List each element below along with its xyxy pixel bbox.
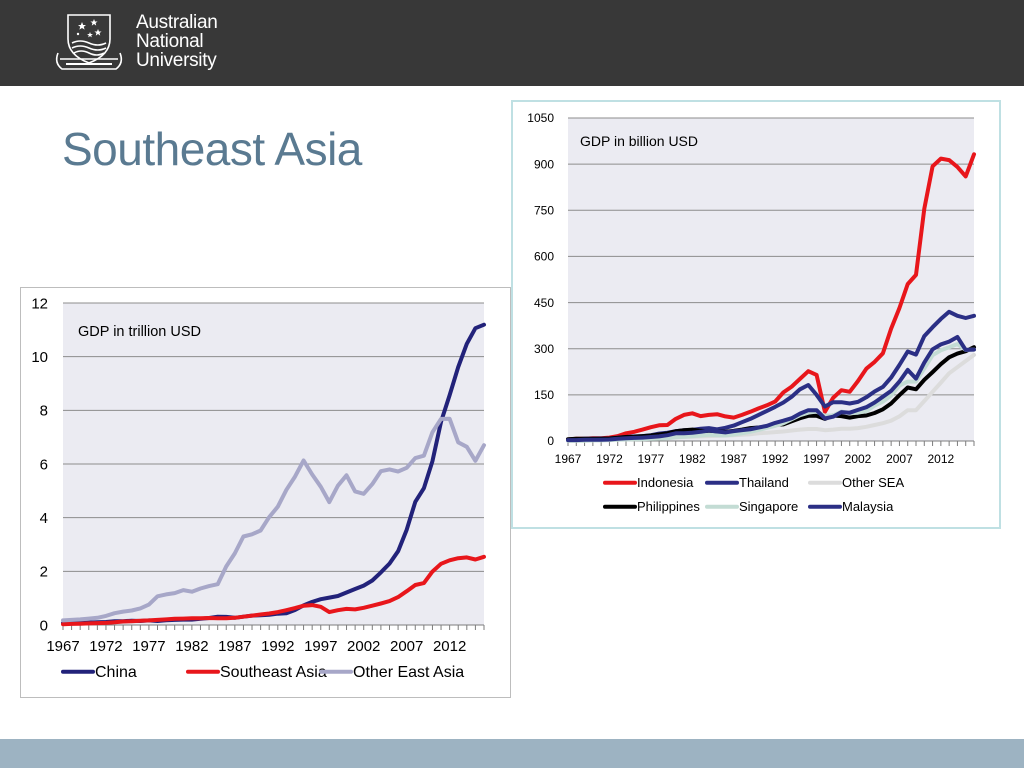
sea-gdp-chart-frame: 0 150 300 450 600 750 900 1050 1967 1972 1977 1982 1… [511,100,1001,529]
x-tick-label: 1997 [304,638,337,655]
y-tick-label: 12 [31,295,48,312]
y-tick-label: 4 [40,510,48,527]
y-tick-label: 450 [534,296,554,310]
y-tick-label: 6 [40,456,48,473]
x-tick-label: 1992 [762,452,789,466]
chart-title: GDP in trillion USD [78,324,201,340]
slide-title: Southeast Asia [62,123,362,175]
x-tick-label: 2002 [845,452,872,466]
sea-gdp-chart: 0 150 300 450 600 750 900 1050 1967 1972 1977 1982 1… [527,111,976,514]
china-gdp-chart: 0 2 4 6 8 10 12 1967 1972 1977 1982 1987 1992 1997 200… [31,295,486,681]
x-tick-label: 2007 [886,452,913,466]
series-line-other-east-asia [61,416,486,623]
org-name-line-2: National [136,31,204,52]
x-tick-label: 1997 [803,452,830,466]
x-tick-label: 1972 [89,638,122,655]
legend-label-other-sea: Other SEA [842,475,904,490]
x-tick-label: 1972 [596,452,623,466]
x-tick-label: 1967 [46,638,79,655]
bottom-bar [0,739,1024,768]
org-name-line-1: Australian [136,12,218,33]
y-tick-label: 10 [31,349,48,366]
y-tick-label: 900 [534,157,554,171]
x-tick-label: 2007 [390,638,423,655]
x-tick-label: 1987 [218,638,251,655]
legend-label-china: China [95,664,137,681]
y-tick-label: 2 [40,564,48,581]
series-line-southeast-asia [61,554,486,627]
x-tick-label: 1982 [175,638,208,655]
org-name: Australian National University [136,13,218,70]
anu-logo[interactable]: Australian National University [52,9,232,75]
y-tick-label: 0 [547,434,554,448]
series-line-indonesia [566,152,976,442]
x-tick-label: 1967 [555,452,582,466]
y-tick-label: 8 [40,403,48,420]
y-tick-label: 750 [534,203,554,217]
x-tick-label: 2012 [433,638,466,655]
legend-label-malaysia: Malaysia [842,499,894,514]
legend-label-indonesia: Indonesia [637,475,694,490]
legend-label-other-east-asia: Other East Asia [353,664,464,681]
china-gdp-chart-frame: 0 2 4 6 8 10 12 1967 1972 1977 1982 1987 1992 1997 200… [20,287,511,698]
legend-label-southeast-asia: Southeast Asia [220,664,327,681]
legend-label-philippines: Philippines [637,499,700,514]
top-bar: Australian National University [0,0,1024,86]
x-tick-label: 1977 [638,452,665,466]
chart-title: GDP in billion USD [580,133,698,149]
y-tick-label: 0 [40,617,48,634]
x-tick-label: 2012 [928,452,955,466]
x-tick-label: 1992 [261,638,294,655]
y-tick-label: 600 [534,250,554,264]
y-tick-label: 1050 [527,111,554,125]
x-tick-label: 1982 [679,452,706,466]
y-tick-label: 150 [534,388,554,402]
legend-label-singapore: Singapore [739,499,798,514]
legend-label-thailand: Thailand [739,475,789,490]
x-tick-label: 1987 [720,452,747,466]
x-tick-label: 1977 [132,638,165,655]
x-tick-label: 2002 [347,638,380,655]
org-name-line-3: University [136,50,217,71]
crest-icon [55,14,123,70]
series-line-malaysia [566,335,976,443]
y-tick-label: 300 [534,342,554,356]
